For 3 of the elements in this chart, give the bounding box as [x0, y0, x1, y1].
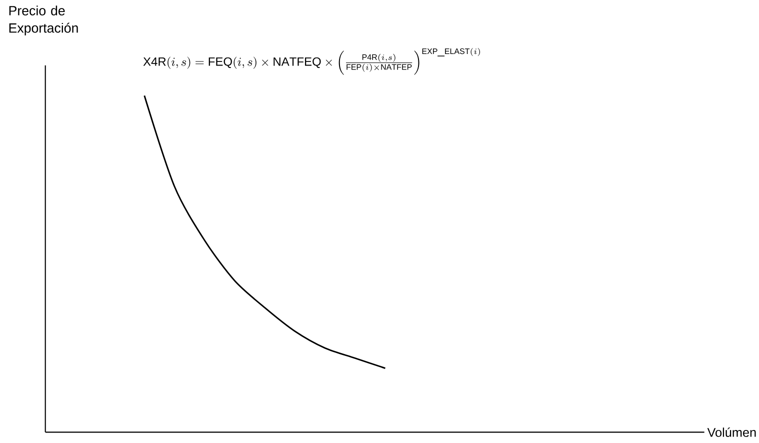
text: $\mathrm{X4R}(i,s)=\mathrm{FEQ}(i,s)\times \mathrm{NATFEQ}\times \left(\frac{\mathrm{P4R}(i,s)}{\mathrm{FEP}(i)\times \mathrm{NATFEP}}\right)^{\mathrm{EXP\_ELAST}(i)}$ [143, 48, 480, 75]
text: Precio de Exportación [9, 6, 78, 36]
text: Volúmen [707, 428, 756, 437]
